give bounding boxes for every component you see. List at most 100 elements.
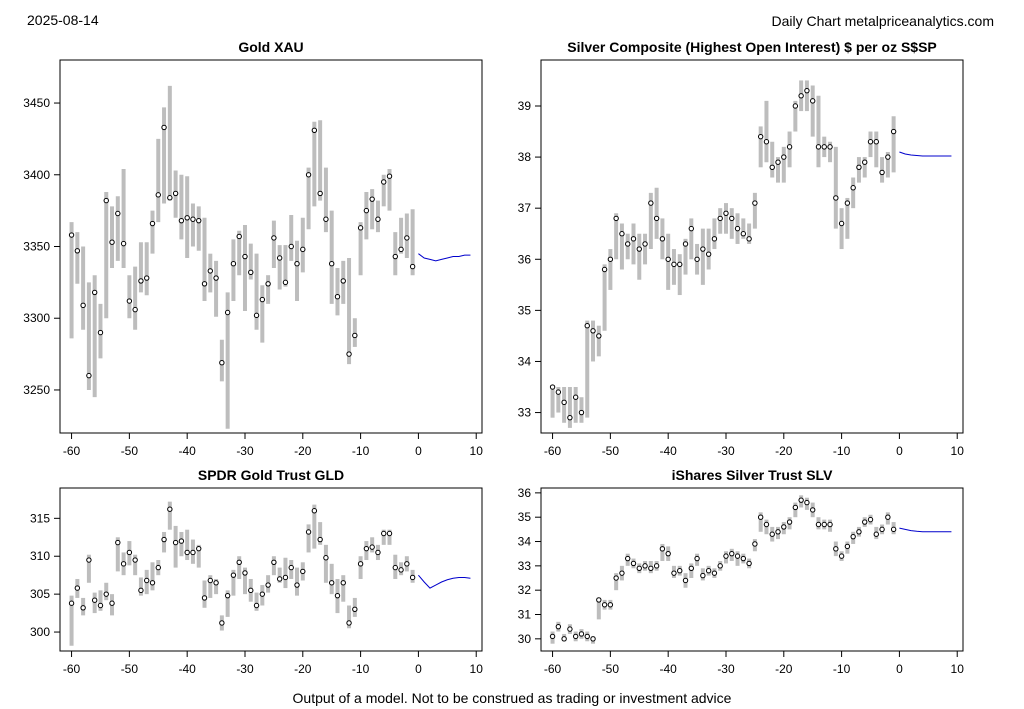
y-tick-label: 3300 — [23, 311, 50, 325]
close-marker — [781, 154, 787, 160]
close-marker — [688, 565, 695, 571]
close-marker — [334, 592, 341, 599]
close-marker — [601, 602, 608, 608]
chart-gld: SPDR Gold Trust GLD -60 -50 -40 -30 -20 -10 0 10… — [30, 467, 483, 676]
close-marker — [740, 555, 747, 562]
close-marker — [178, 217, 185, 224]
y-tick-label: 35 — [518, 510, 532, 524]
close-marker — [740, 231, 747, 237]
close-marker — [144, 275, 150, 281]
close-marker — [769, 531, 775, 537]
chart-silver: Silver Composite (Highest Open Interest)… — [518, 39, 965, 458]
close-marker — [294, 582, 300, 588]
close-marker — [757, 133, 764, 140]
close-marker — [752, 541, 758, 547]
close-marker — [549, 633, 556, 640]
close-marker — [584, 633, 590, 640]
close-marker — [392, 253, 398, 260]
close-marker — [97, 329, 104, 336]
close-marker — [80, 605, 86, 611]
close-marker — [230, 572, 237, 578]
x-tick-label: 0 — [896, 444, 903, 458]
close-marker — [282, 574, 289, 581]
close-marker — [294, 261, 300, 267]
x-tick-label: -50 — [602, 444, 620, 458]
close-marker — [856, 529, 862, 535]
close-marker — [746, 560, 752, 567]
close-marker — [723, 553, 729, 559]
close-marker — [161, 124, 167, 131]
close-marker — [184, 549, 190, 556]
close-marker — [213, 580, 219, 586]
close-marker — [91, 597, 98, 603]
chart-gold: Gold XAU -60 -50 -40 -30 -20 -10 0 10 3250 3300 335… — [23, 39, 483, 458]
x-tick-label: -40 — [660, 662, 678, 676]
close-marker — [86, 372, 92, 379]
close-marker — [821, 521, 827, 528]
close-marker — [120, 561, 127, 567]
close-marker — [827, 521, 833, 528]
close-marker — [873, 531, 879, 537]
close-marker — [827, 144, 833, 150]
close-marker — [890, 128, 897, 135]
close-marker — [792, 103, 799, 109]
close-marker — [317, 536, 323, 543]
close-marker — [392, 564, 398, 571]
close-marker — [282, 279, 289, 286]
close-marker — [346, 620, 352, 626]
close-marker — [259, 296, 266, 303]
plot-frame — [540, 487, 964, 652]
close-marker — [276, 576, 283, 582]
close-marker — [572, 394, 579, 400]
close-marker — [300, 246, 306, 253]
forecast-line — [418, 253, 471, 262]
close-marker — [601, 266, 608, 273]
close-marker — [578, 631, 585, 637]
close-marker — [862, 159, 868, 165]
close-marker — [890, 526, 897, 533]
x-tick-label: -60 — [63, 662, 81, 676]
x-tick-label: -30 — [717, 662, 735, 676]
close-marker — [648, 200, 654, 206]
close-marker — [207, 577, 214, 584]
close-marker — [352, 332, 358, 339]
close-marker — [300, 568, 306, 575]
close-marker — [682, 577, 689, 584]
close-marker — [596, 597, 602, 603]
close-marker — [381, 530, 387, 537]
close-marker — [734, 553, 741, 559]
close-marker — [68, 600, 75, 606]
close-marker — [607, 256, 614, 262]
close-marker — [705, 568, 712, 574]
close-marker — [590, 636, 596, 642]
close-marker — [352, 606, 358, 613]
close-marker — [91, 289, 98, 296]
close-marker — [671, 570, 677, 576]
close-marker — [386, 173, 393, 179]
close-marker — [567, 414, 573, 421]
close-marker — [213, 275, 219, 281]
y-tick-label: 37 — [518, 201, 532, 215]
plot-frame — [59, 487, 483, 652]
close-marker — [172, 190, 179, 197]
close-marker — [590, 328, 596, 334]
close-marker — [68, 232, 75, 238]
close-marker — [132, 557, 138, 563]
close-marker — [694, 256, 700, 262]
close-marker — [265, 281, 271, 287]
x-tick-label: -30 — [236, 662, 254, 676]
x-tick-label: 10 — [951, 444, 965, 458]
close-marker — [219, 360, 225, 366]
close-marker — [230, 261, 237, 267]
close-marker — [97, 602, 104, 609]
close-marker — [856, 164, 862, 171]
close-marker — [700, 572, 706, 579]
close-marker — [305, 529, 312, 535]
x-tick-label: -20 — [294, 444, 312, 458]
y-tick-label: 315 — [30, 511, 50, 525]
close-marker — [126, 298, 133, 304]
close-marker — [334, 294, 341, 300]
close-marker — [700, 246, 706, 252]
close-marker — [404, 235, 410, 241]
close-marker — [757, 514, 764, 520]
